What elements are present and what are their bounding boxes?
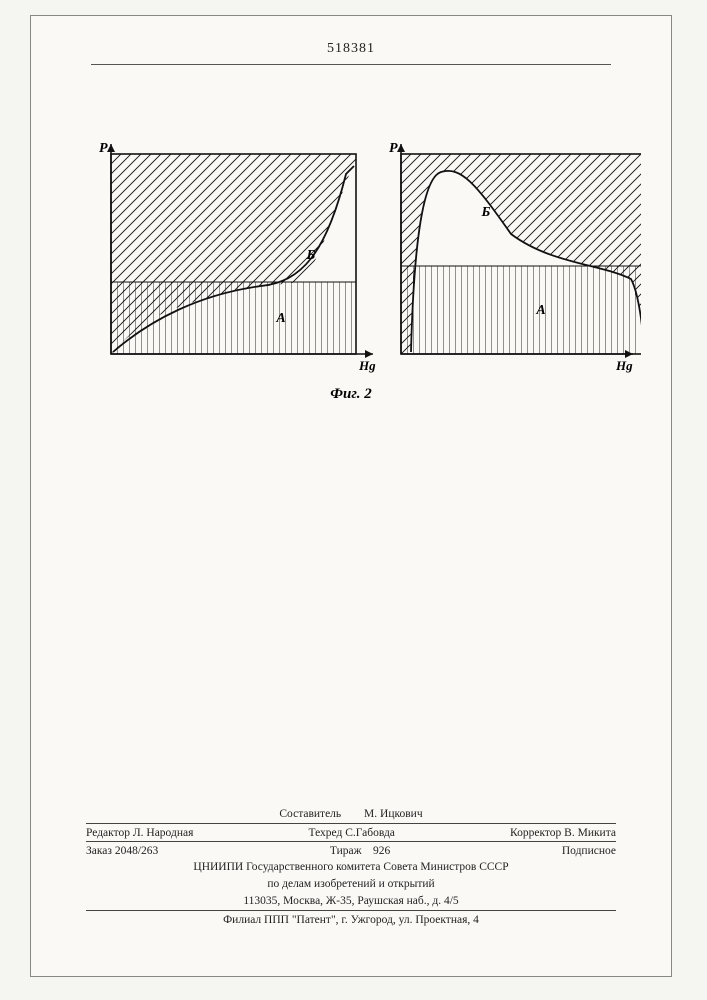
right-y-label: P bbox=[389, 141, 398, 156]
charts-svg: P Hg А Б bbox=[81, 136, 641, 376]
org-line-1: ЦНИИПИ Государственного комитета Совета … bbox=[86, 859, 616, 876]
sostavitel-label: Составитель bbox=[279, 808, 341, 820]
figure-2: P Hg А Б bbox=[81, 136, 641, 406]
left-label-b: Б bbox=[306, 248, 316, 263]
filial-line: Филиал ППП "Патент", г. Ужгород, ул. Про… bbox=[86, 910, 616, 926]
header-rule bbox=[91, 64, 611, 65]
left-x-arrow bbox=[365, 350, 373, 358]
tehred: Техред С.Габовда bbox=[308, 827, 394, 839]
redaktor-name: Л. Народная bbox=[133, 827, 194, 839]
left-x-label: Hg bbox=[358, 358, 376, 373]
tirazh-label: Тираж bbox=[330, 845, 362, 857]
right-x-label: Hg bbox=[615, 358, 633, 373]
right-chart: P Hg А Б bbox=[389, 141, 641, 373]
podpisnoe: Подписное bbox=[562, 845, 616, 857]
zakaz-value: 2048/263 bbox=[115, 845, 158, 857]
zakaz-label: Заказ bbox=[86, 845, 112, 857]
zakaz: Заказ 2048/263 bbox=[86, 845, 158, 857]
document-number: 518381 bbox=[31, 41, 671, 57]
left-chart: P Hg А Б bbox=[99, 141, 376, 373]
tirazh-value: 926 bbox=[373, 845, 390, 857]
page: 518381 bbox=[30, 15, 672, 977]
org-line-2: по делам изобретений и открытий bbox=[86, 876, 616, 893]
tirazh: Тираж 926 bbox=[330, 845, 390, 857]
korrektor-name: В. Микита bbox=[564, 827, 616, 839]
redaktor-label: Редактор bbox=[86, 827, 130, 839]
korrektor: Корректор В. Микита bbox=[510, 827, 616, 839]
left-y-label: P bbox=[99, 141, 108, 156]
colophon-block: Составитель М. Ицкович Редактор Л. Народ… bbox=[86, 806, 616, 926]
tehred-label: Техред bbox=[308, 827, 342, 839]
left-y-arrow bbox=[107, 144, 115, 152]
right-label-b: Б bbox=[481, 205, 491, 220]
left-region-a-fill bbox=[111, 282, 356, 354]
redaktor: Редактор Л. Народная bbox=[86, 827, 193, 839]
address-line: 113035, Москва, Ж-35, Раушская наб., д. … bbox=[86, 893, 616, 910]
right-region-a-fill bbox=[401, 266, 641, 354]
right-label-a: А bbox=[535, 303, 545, 318]
sostavitel-name: М. Ицкович bbox=[364, 808, 423, 820]
figure-caption: Фиг. 2 bbox=[31, 386, 671, 403]
right-y-arrow bbox=[397, 144, 405, 152]
left-label-a: А bbox=[275, 311, 285, 326]
korrektor-label: Корректор bbox=[510, 827, 561, 839]
tehred-name: С.Габовда bbox=[345, 827, 395, 839]
